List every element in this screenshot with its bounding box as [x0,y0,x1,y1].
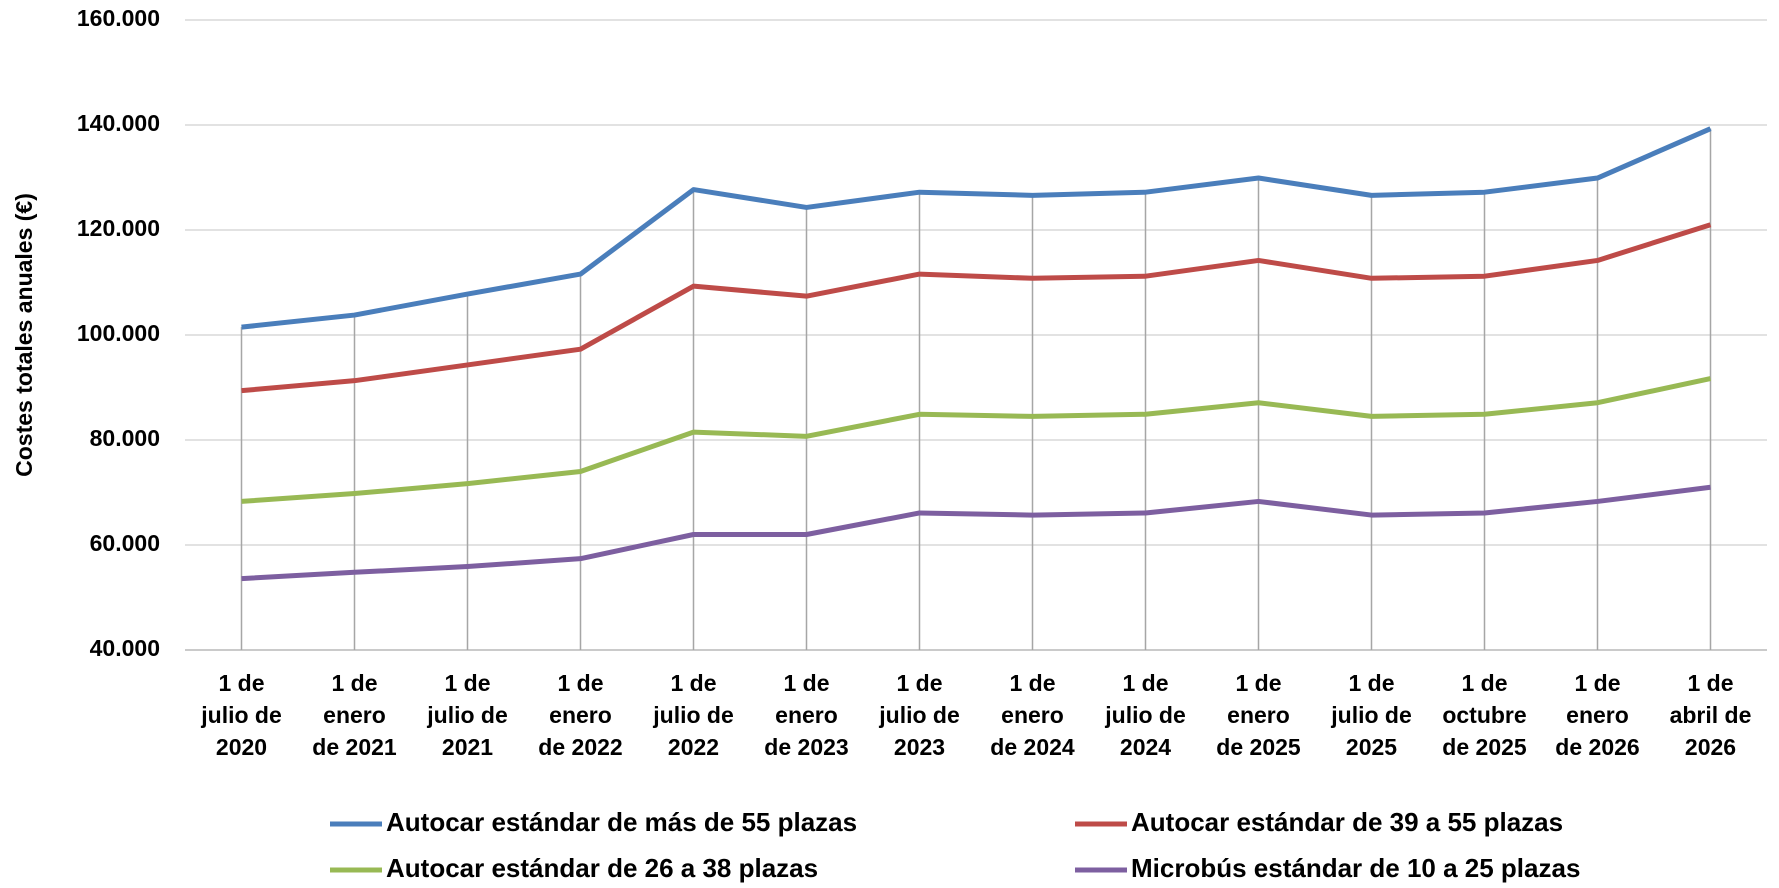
legend-label: Autocar estándar de más de 55 plazas [386,807,857,837]
x-tick-label: 1 de julio de 2020 [200,670,282,760]
series-line [241,376,1712,504]
x-tick-label: 1 de enero de 2023 [764,670,848,760]
y-tick-label: 40.000 [90,635,160,661]
x-tick-label: 1 de octubre de 2025 [1442,670,1527,760]
x-tick-label: 1 de enero de 2026 [1555,670,1639,760]
x-tick-label: 1 de enero de 2025 [1216,670,1301,760]
legend-label: Microbús estándar de 10 a 25 plazas [1131,853,1580,883]
y-tick-label: 100.000 [77,320,160,346]
x-tick-label: 1 de abril de 2026 [1670,670,1752,760]
x-tick-label: 1 de julio de 2024 [1104,670,1186,760]
y-axis-label: Costes totales anuales (€) [11,193,37,477]
series-line [241,126,1712,330]
series-line [241,484,1711,582]
x-tick-label: 1 de julio de 2025 [1330,670,1412,760]
legend-label: Autocar estándar de 26 a 38 plazas [386,853,818,883]
y-tick-label: 80.000 [90,425,160,451]
x-tick-label: 1 de julio de 2022 [652,670,734,760]
y-tick-label: 120.000 [77,215,160,241]
y-tick-label: 160.000 [77,5,160,31]
x-tick-label: 1 de julio de 2021 [426,670,508,760]
y-tick-label: 60.000 [90,530,160,556]
x-tick-label: 1 de julio de 2023 [878,670,960,760]
legend-label: Autocar estándar de 39 a 55 plazas [1131,807,1563,837]
x-tick-label: 1 de enero de 2022 [538,670,622,760]
x-tick-label: 1 de enero de 2024 [990,670,1075,760]
x-tick-label: 1 de enero de 2021 [312,670,397,760]
series-line [241,222,1712,394]
y-tick-label: 140.000 [77,110,160,136]
